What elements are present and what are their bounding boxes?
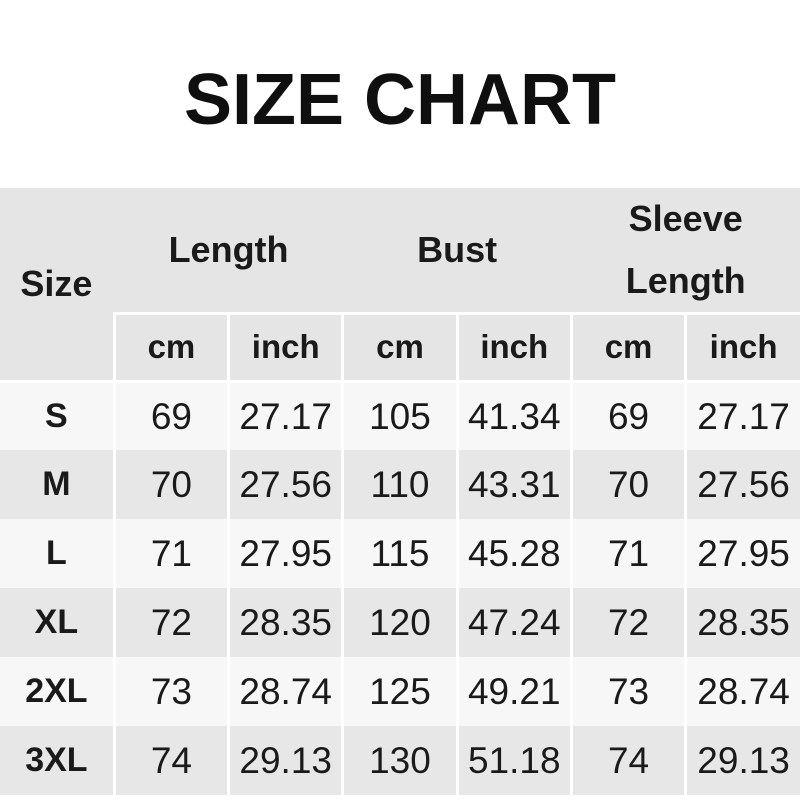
table-row-l: L 71 27.95 115 45.28 71 27.95 bbox=[0, 519, 800, 589]
table-row-xl: XL 72 28.35 120 47.24 72 28.35 bbox=[0, 588, 800, 658]
table-row-m: M 70 27.56 110 43.31 70 27.56 bbox=[0, 450, 800, 520]
value-cell: 28.35 bbox=[684, 588, 800, 658]
value-cell: 28.35 bbox=[227, 588, 343, 658]
size-cell: XL bbox=[0, 588, 115, 658]
table-header: Size Length Bust Sleeve Length cm inch c… bbox=[0, 188, 800, 383]
group-header-bust: Bust bbox=[342, 188, 572, 314]
value-cell: 27.17 bbox=[227, 381, 343, 451]
value-cell: 45.28 bbox=[455, 519, 572, 589]
value-cell: 73 bbox=[569, 657, 686, 727]
unit-header-length-inch: inch bbox=[227, 311, 343, 383]
value-cell: 28.74 bbox=[227, 657, 343, 727]
value-cell: 51.18 bbox=[455, 726, 572, 796]
page-title: SIZE CHART bbox=[184, 60, 616, 140]
value-cell: 29.13 bbox=[684, 726, 800, 796]
units-header-row: cm inch cm inch cm inch bbox=[0, 311, 800, 383]
size-cell: 3XL bbox=[0, 726, 115, 796]
value-cell: 70 bbox=[569, 450, 686, 520]
value-cell: 72 bbox=[569, 588, 686, 658]
group-header-length-label: Length bbox=[168, 228, 289, 270]
value-cell: 74 bbox=[569, 726, 686, 796]
size-cell: L bbox=[0, 519, 115, 589]
size-cell: S bbox=[0, 381, 115, 451]
group-header-bust-label: Bust bbox=[417, 228, 498, 270]
value-cell: 120 bbox=[341, 588, 458, 658]
value-cell: 49.21 bbox=[455, 657, 572, 727]
value-cell: 41.34 bbox=[455, 381, 572, 451]
value-cell: 27.17 bbox=[684, 381, 800, 451]
value-cell: 28.74 bbox=[684, 657, 800, 727]
value-cell: 73 bbox=[112, 657, 229, 727]
group-header-row: Size Length Bust Sleeve Length bbox=[0, 188, 800, 383]
table-row-3xl: 3XL 74 29.13 130 51.18 74 29.13 bbox=[0, 726, 800, 796]
value-cell: 71 bbox=[112, 519, 229, 589]
value-cell: 105 bbox=[341, 381, 458, 451]
group-header-sleeve-length-label: Sleeve Length bbox=[625, 198, 746, 301]
value-cell: 71 bbox=[569, 519, 686, 589]
value-cell: 29.13 bbox=[227, 726, 343, 796]
value-cell: 43.31 bbox=[455, 450, 572, 520]
value-cell: 69 bbox=[569, 381, 686, 451]
table-body: S 69 27.17 105 41.34 69 27.17 M 70 27.56… bbox=[0, 381, 800, 796]
table-row-2xl: 2XL 73 28.74 125 49.21 73 28.74 bbox=[0, 657, 800, 727]
title-section: SIZE CHART bbox=[0, 0, 800, 188]
value-cell: 74 bbox=[112, 726, 229, 796]
value-cell: 27.95 bbox=[227, 519, 343, 589]
value-cell: 130 bbox=[341, 726, 458, 796]
unit-header-sleeve-cm: cm bbox=[569, 311, 686, 383]
unit-header-length-cm: cm bbox=[112, 311, 229, 383]
size-chart-table: Size Length Bust Sleeve Length cm inch c… bbox=[0, 188, 800, 796]
size-cell: M bbox=[0, 450, 115, 520]
value-cell: 27.95 bbox=[684, 519, 800, 589]
value-cell: 110 bbox=[341, 450, 458, 520]
unit-header-sleeve-inch: inch bbox=[684, 311, 800, 383]
group-header-length: Length bbox=[114, 188, 343, 314]
value-cell: 70 bbox=[112, 450, 229, 520]
value-cell: 125 bbox=[341, 657, 458, 727]
unit-header-bust-inch: inch bbox=[455, 311, 572, 383]
table-row-s: S 69 27.17 105 41.34 69 27.17 bbox=[0, 381, 800, 451]
value-cell: 69 bbox=[112, 381, 229, 451]
group-header-sleeve-length: Sleeve Length bbox=[571, 188, 800, 314]
value-cell: 72 bbox=[112, 588, 229, 658]
value-cell: 115 bbox=[341, 519, 458, 589]
unit-header-bust-cm: cm bbox=[341, 311, 458, 383]
value-cell: 27.56 bbox=[684, 450, 800, 520]
value-cell: 27.56 bbox=[227, 450, 343, 520]
size-cell: 2XL bbox=[0, 657, 115, 727]
size-column-header: Size bbox=[0, 188, 115, 383]
value-cell: 47.24 bbox=[455, 588, 572, 658]
